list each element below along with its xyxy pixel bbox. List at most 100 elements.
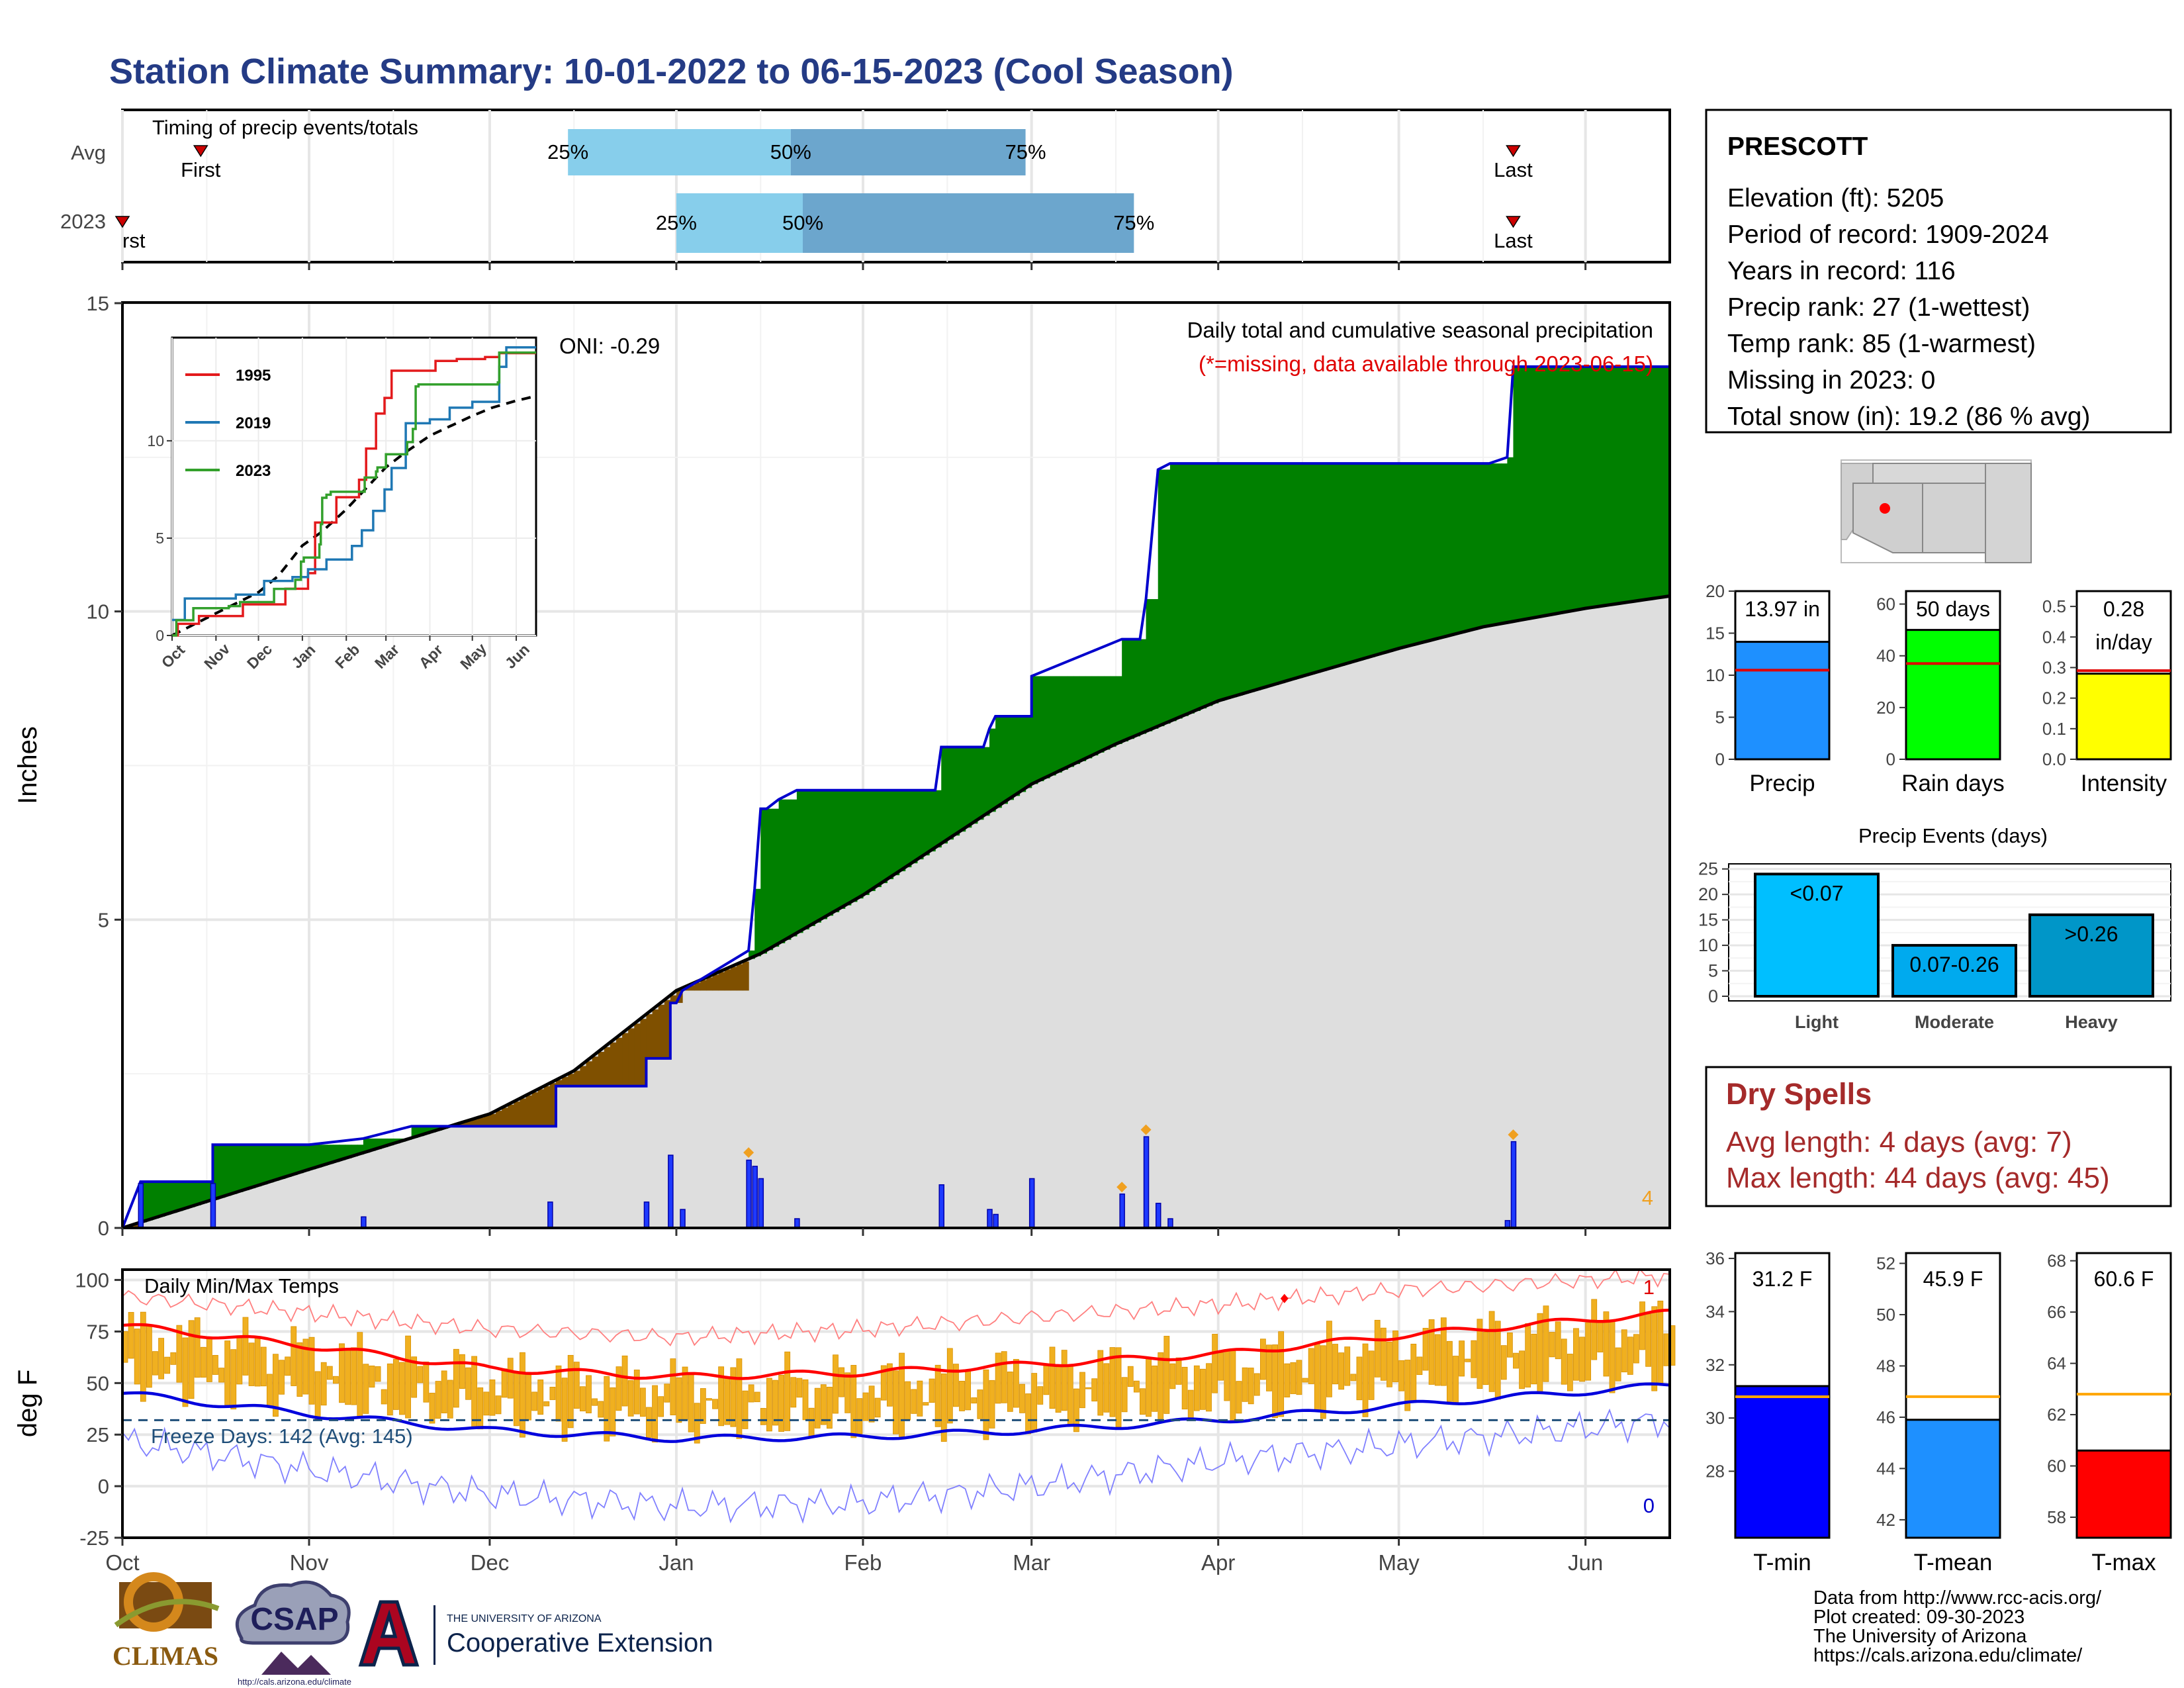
temp-day-bar-17 [224,1340,231,1408]
precip-ylabel: Inches [13,726,42,804]
departure-day-244 [1591,366,1598,608]
station-line-3: Years in record: 116 [1727,257,1956,285]
temp-day-bar-29 [296,1342,303,1397]
temp-day-bar-84 [627,1380,634,1417]
departure-day-190 [1266,463,1273,687]
departure-day-70 [543,1086,551,1127]
temp-day-bar-55 [453,1348,459,1408]
temp-day-bar-104 [748,1384,754,1403]
departure-day-85 [634,1023,641,1086]
departure-day-223 [1465,463,1472,632]
temp-day-bar-141 [971,1397,978,1404]
inset-grid [171,338,536,636]
temp-day-bar-89 [658,1396,664,1417]
temp-day-bar-182 [1218,1352,1224,1381]
departure-day-114 [809,790,815,926]
mini-value-label: 0.28 [2103,597,2144,621]
daily-precip-bar-1 [210,1183,216,1229]
departure-day-238 [1555,366,1562,614]
temp-day-bar-97 [706,1398,712,1401]
timing-row-avg: Avg [71,141,106,164]
departure-day-146 [1001,716,1008,804]
departure-day-101 [730,966,737,991]
departure-day-84 [628,1028,635,1086]
temp-day-bar-166 [1121,1377,1128,1413]
departure-day-166 [1122,639,1128,742]
temp-day-bar-238 [1555,1321,1561,1360]
temp-summary-t-mean: 45.9 F 42 44 46 48 50 52 T-mean [1876,1252,2001,1575]
departure-day-65 [514,1102,521,1127]
precip-corner-count: 4 [1642,1186,1653,1209]
daily-precip-bar-13 [993,1213,999,1229]
average-cumulative-line [122,594,1670,1230]
temp-day-bar-35 [333,1376,339,1384]
temp-day-bar-187 [1248,1368,1254,1405]
departure-day-225 [1477,463,1484,629]
departure-day-154 [1049,676,1056,776]
departure-day-32 [315,1145,322,1168]
temp-day-bar-65 [513,1371,520,1427]
departure-day-115 [815,790,821,923]
temp-day-bar-20 [242,1317,249,1376]
temp-day-bar-137 [946,1348,953,1424]
temp-label: Daily Min/Max Temps [144,1274,339,1297]
temp-day-bar-34 [326,1366,333,1380]
temp-day-bar-199 [1320,1345,1326,1419]
temp-avg-min-line [122,1382,1670,1443]
departure-day-18 [230,1145,238,1194]
departure-day-64 [508,1104,514,1127]
temp-summary-bar [1905,1419,2001,1539]
departure-day-2 [134,1224,141,1228]
departure-day-72 [556,1080,563,1086]
departure-day-195 [1296,463,1303,679]
temp-day-bar-192 [1278,1331,1285,1417]
temp-daily-bars [122,1299,1676,1444]
map-newmexico [1922,483,1986,553]
departure-day-211 [1392,463,1400,651]
dry-frame [1705,1066,2172,1207]
cumulative-2023-line [121,365,1670,1229]
temp-day-bar-122 [856,1398,863,1434]
mini-ytick-label-0: 0.0 [2042,749,2066,769]
departure-day-102 [736,964,743,991]
temp-day-bar-218 [1434,1334,1441,1386]
departure-day-226 [1482,463,1490,627]
departure-day-58 [471,1119,478,1127]
temp-day-bar-211 [1392,1331,1398,1382]
departure-day-124 [869,790,876,892]
daily-precip-bar-14 [1028,1178,1035,1229]
events-ytick-label-5: 25 [1698,859,1718,879]
departure-day-29 [296,1145,304,1174]
departure-day-10 [182,1182,189,1209]
daily-precip-bar-5 [668,1154,674,1229]
departure-day-232 [1519,366,1526,621]
precip-subheader: (*=missing, data available through 2023-… [1199,352,1653,376]
departure-day-14 [206,1182,214,1202]
month-label-feb: Feb [844,1550,882,1575]
average-cumulative-area [122,596,1670,1228]
departure-day-193 [1284,463,1291,682]
temp-day-bar-248 [1615,1347,1621,1382]
temp-day-bar-221 [1453,1356,1459,1403]
departure-day-191 [1272,463,1279,685]
temp-day-bar-230 [1506,1332,1513,1358]
departure-day-239 [1561,366,1568,613]
temp-day-bar-63 [501,1368,508,1398]
departure-day-235 [1537,366,1544,618]
mini-bar-charts: 13.97 in 0 5 10 15 20 Precip 50 days 0 20 40 60 Rain… [1706,581,2172,796]
temp-summary-ytick-label-2: 32 [1706,1355,1725,1375]
timing-avg-pct-label-1: 50% [770,140,811,164]
temp-day-bar-121 [850,1365,857,1438]
temp-day-bar-130 [905,1381,911,1421]
mini-ytick-label-1: 20 [1876,698,1895,718]
temp-day-bar-127 [886,1363,893,1407]
temp-ytick-label-3: 50 [87,1372,109,1395]
departure-day-206 [1363,463,1369,659]
ua-small-text: THE UNIVERSITY OF ARIZONA [447,1613,602,1624]
departure-day-80 [604,1047,611,1086]
temp-ytick-label-4: 75 [87,1320,109,1343]
temp-day-bar-144 [989,1380,995,1429]
departure-day-243 [1585,366,1592,609]
temp-day-bar-32 [314,1371,321,1420]
temp-day-bar-74 [567,1354,574,1429]
